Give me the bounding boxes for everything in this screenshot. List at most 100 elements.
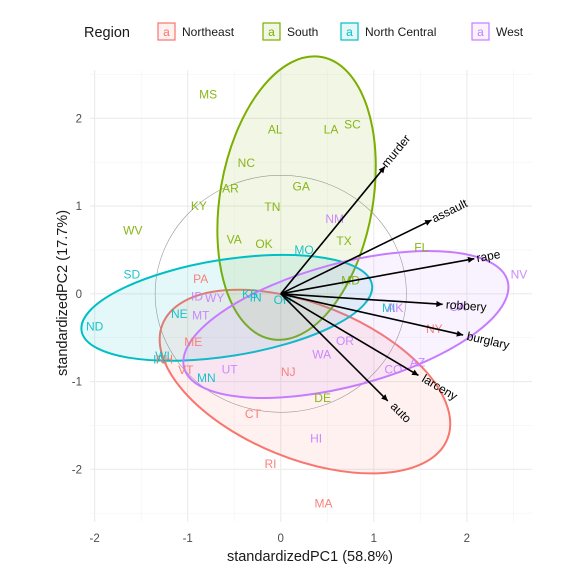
state-label: MO	[294, 243, 313, 257]
state-label: OK	[255, 237, 272, 251]
state-label: RI	[265, 457, 277, 471]
state-label: TX	[336, 234, 351, 248]
ellipse-northeast	[158, 288, 452, 475]
state-label: LA	[324, 123, 339, 137]
y-tick-label: -1	[72, 377, 82, 389]
legend-label: North Central	[365, 25, 436, 39]
loading-label: robbery	[445, 298, 487, 315]
legend: Region a Northeast a South a North Central a We…	[84, 22, 524, 41]
legend-key-glyph: a	[268, 25, 275, 39]
loading-arrow	[280, 293, 419, 377]
y-tick-label: 0	[76, 289, 82, 301]
legend-label: South	[287, 25, 318, 39]
legend-key	[262, 22, 281, 41]
loading-label: assault	[429, 196, 470, 226]
state-label: NV	[511, 267, 528, 281]
arrow-head	[456, 330, 464, 337]
state-label: MS	[199, 88, 217, 102]
state-label: TN	[264, 200, 280, 214]
state-label: ME	[184, 335, 202, 349]
x-tick-label: 0	[278, 533, 284, 545]
state-label: KS	[242, 287, 258, 301]
y-tick-label: -2	[72, 464, 82, 476]
arrow-head	[378, 166, 385, 174]
state-label: MI	[382, 301, 395, 315]
state-label: NE	[171, 307, 188, 321]
x-tick-label: 2	[464, 533, 470, 545]
loading-label: burglary	[465, 329, 510, 352]
loading-arrow	[280, 219, 432, 295]
state-label: FL	[414, 240, 428, 254]
arrow-head	[467, 256, 475, 263]
x-axis-title: standardizedPC1 (58.8%)	[227, 549, 393, 565]
loading-arrow	[280, 293, 389, 402]
state-label: OH	[274, 293, 292, 307]
state-label: GA	[293, 180, 310, 194]
state-label: SD	[124, 267, 141, 281]
y-tick-label: 2	[76, 113, 82, 125]
legend-key-glyph: a	[477, 25, 484, 39]
state-label: KY	[191, 199, 207, 213]
state-label: CA	[449, 300, 466, 314]
loading-arrow	[280, 293, 464, 336]
state-label: NC	[238, 156, 256, 170]
state-label: MT	[192, 309, 210, 323]
state-label: SC	[344, 117, 361, 131]
state-label: WI	[155, 349, 170, 363]
state-label: DE	[314, 391, 331, 405]
legend-key-glyph: a	[346, 25, 353, 39]
state-label: IN	[250, 290, 262, 304]
loading-label: rape	[475, 247, 501, 265]
legend-label: Northeast	[182, 25, 235, 39]
y-tick-labels: -2 -1 0 1 2	[72, 113, 82, 476]
loading-arrow	[280, 257, 475, 295]
y-axis-title: standardizedPC2 (17.7%)	[55, 210, 71, 376]
state-label: ND	[86, 319, 104, 333]
ellipse-south	[216, 55, 377, 341]
legend-title: Region	[84, 25, 130, 41]
state-label: NJ	[281, 365, 296, 379]
arrow-head	[436, 300, 443, 307]
state-labels: MSALLASCNCGAARKYTNWVVAOKTXMDFLDENMNVCAMI…	[86, 88, 527, 511]
legend-key	[471, 22, 490, 41]
state-label: AZ	[410, 355, 425, 369]
loading-arrow	[280, 293, 443, 306]
state-label: IL	[282, 289, 292, 303]
legend-label: West	[496, 25, 524, 39]
arrow-head	[424, 220, 432, 226]
ellipse-west	[182, 250, 510, 400]
state-label: AL	[268, 123, 283, 137]
grid-lines	[90, 70, 532, 522]
state-label: NH	[156, 353, 173, 367]
plot-panel: MSALLASCNCGAARKYTNWVVAOKTXMDFLDENMNVCAMI…	[80, 55, 532, 522]
state-label: OR	[336, 334, 354, 348]
state-label: IA	[153, 353, 164, 367]
x-tick-label: 1	[371, 533, 377, 545]
arrow-head	[411, 369, 419, 376]
loading-arrow	[280, 166, 386, 295]
state-label: PA	[193, 272, 208, 286]
x-tick-label: -2	[90, 533, 100, 545]
x-tick-label: -1	[183, 533, 193, 545]
y-tick-label: 1	[76, 201, 82, 213]
state-label: HI	[310, 432, 322, 446]
state-label: WY	[205, 291, 224, 305]
state-label: AK	[387, 301, 403, 315]
state-label: UT	[222, 362, 239, 376]
state-label: VT	[178, 363, 194, 377]
state-label: VA	[227, 232, 242, 246]
state-label: WV	[123, 224, 142, 238]
region-ellipses	[80, 55, 510, 475]
legend-key-glyph: a	[163, 25, 170, 39]
legend-key	[157, 22, 176, 41]
arrow-head	[381, 394, 388, 401]
state-label: ID	[191, 289, 203, 303]
state-label: AR	[222, 181, 239, 195]
state-label: MN	[197, 371, 216, 385]
legend-key	[340, 22, 359, 41]
state-label: WA	[312, 347, 331, 361]
correlation-circle	[154, 175, 407, 413]
correlation-circle	[154, 175, 407, 413]
